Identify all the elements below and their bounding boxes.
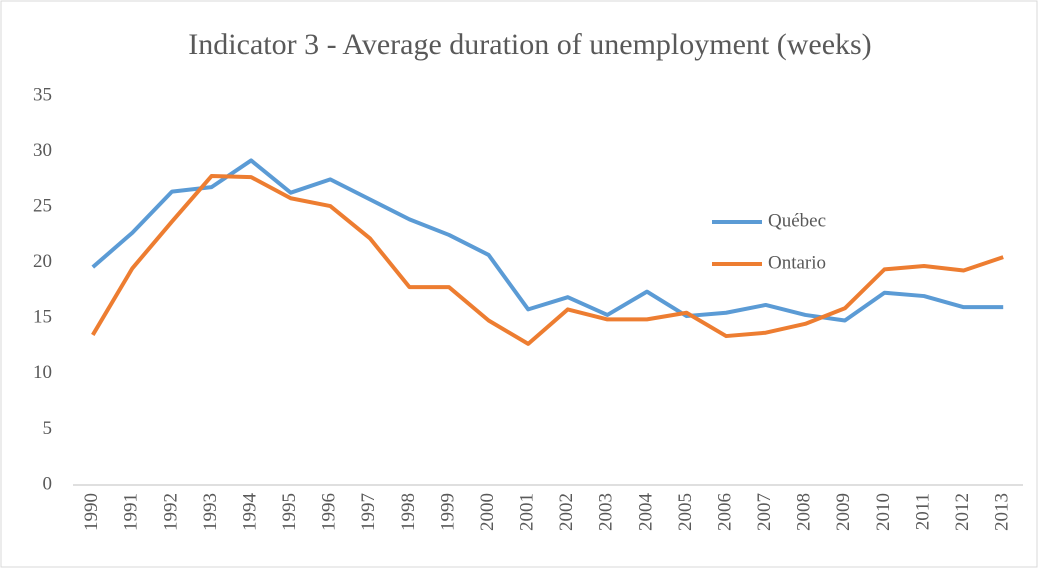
- x-tick-label: 2010: [873, 493, 894, 531]
- legend-label: Québec: [768, 210, 826, 231]
- x-tick-label: 1992: [160, 493, 181, 531]
- legend-label: Ontario: [768, 252, 826, 273]
- y-tick-label: 10: [33, 362, 52, 383]
- y-tick-label: 35: [33, 84, 52, 105]
- x-tick-label: 2005: [675, 493, 696, 531]
- series-line: [91, 174, 1004, 346]
- x-tick-label: 1991: [121, 493, 142, 531]
- y-tick-label: 5: [43, 418, 53, 439]
- x-tick-label: 2000: [477, 493, 498, 531]
- y-tick-label: 30: [33, 140, 52, 161]
- chart-title: Indicator 3 - Average duration of unempl…: [188, 28, 871, 61]
- x-tick-label: 2012: [952, 493, 973, 531]
- x-tick-label: 2007: [754, 493, 775, 531]
- x-tick-label: 2011: [912, 493, 933, 530]
- x-tick-label: 2013: [992, 493, 1013, 531]
- x-tick-label: 1996: [319, 493, 340, 531]
- x-tick-label: 1999: [437, 493, 458, 531]
- x-tick-label: 2009: [833, 493, 854, 531]
- x-tick-label: 2004: [635, 493, 656, 532]
- x-tick-label: 1994: [239, 493, 260, 532]
- x-tick-label: 2002: [556, 493, 577, 531]
- y-tick-label: 25: [33, 196, 52, 217]
- x-tick-label: 2001: [517, 493, 538, 531]
- series-line: [91, 158, 1004, 323]
- x-tick-label: 2003: [596, 493, 617, 531]
- x-tick-label: 1993: [200, 493, 221, 531]
- x-tick-label: 1997: [358, 493, 379, 531]
- x-tick-label: 1995: [279, 493, 300, 531]
- x-tick-label: 2006: [714, 493, 735, 531]
- x-tick-label: 2008: [794, 493, 815, 531]
- y-tick-label: 0: [43, 473, 53, 494]
- y-tick-label: 20: [33, 251, 52, 272]
- x-tick-label: 1998: [398, 493, 419, 531]
- y-tick-label: 15: [33, 307, 52, 328]
- x-tick-label: 1990: [81, 493, 102, 531]
